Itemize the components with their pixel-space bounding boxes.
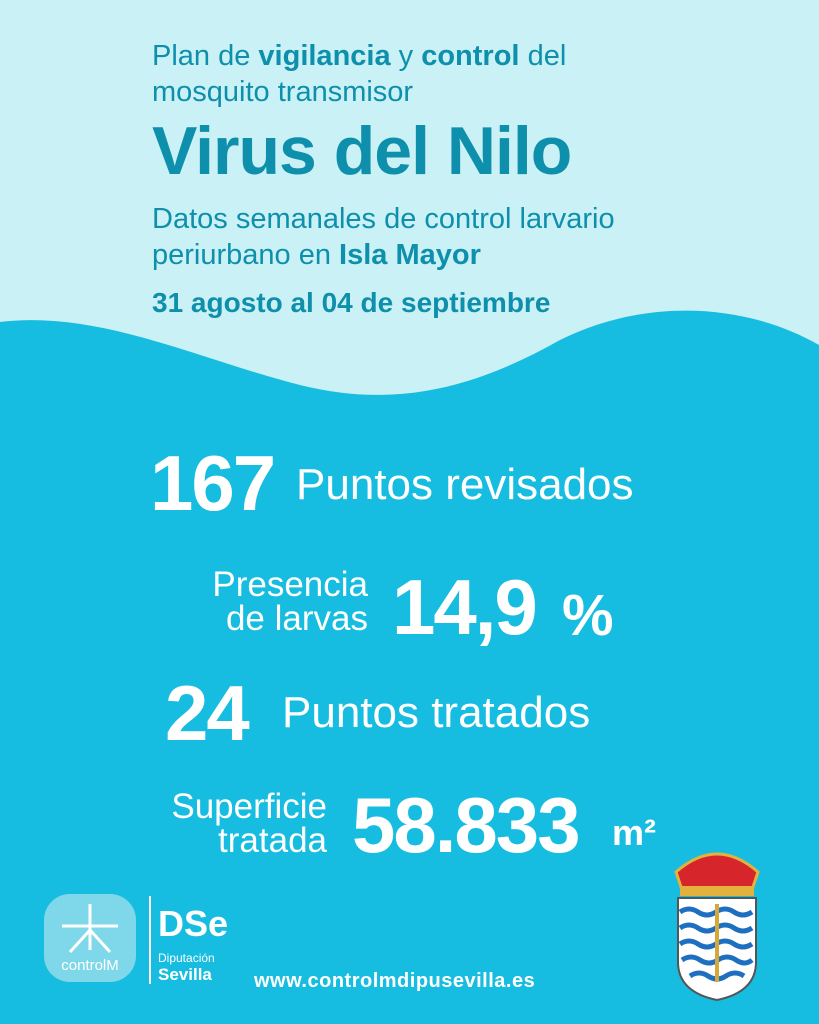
stat-label: Presencia de larvas xyxy=(212,565,368,638)
dse-mark: DSe xyxy=(158,903,228,944)
stat-label-line: de larvas xyxy=(225,599,368,638)
intro: mosquito transmisor xyxy=(152,76,414,108)
coat-of-arms xyxy=(674,852,760,1002)
logo-text: controlM xyxy=(61,957,119,974)
subtitle: Datos semanales de control larvario xyxy=(152,203,615,235)
stat-label-line: Presencia xyxy=(212,565,368,604)
dipu-logo: DSe Diputación Sevilla xyxy=(149,896,228,984)
stat-value: 14,9 xyxy=(392,563,538,651)
url[interactable]: www.controlmdipusevilla.es xyxy=(254,970,536,992)
wave xyxy=(0,0,819,395)
stat-value: 167 xyxy=(150,439,276,527)
logo-text: Diputación xyxy=(158,951,215,965)
logo-text: Sevilla xyxy=(158,965,212,984)
mosquito-icon xyxy=(62,904,118,954)
stat-unit: % xyxy=(562,583,614,648)
subtitle-line: periurbano en Isla Mayor xyxy=(152,239,481,272)
intro: control xyxy=(421,40,520,72)
stat-value: 24 xyxy=(165,669,250,757)
stat-value: 58.833 xyxy=(352,781,581,869)
crown-band xyxy=(680,886,754,896)
intro: Plan de xyxy=(152,40,251,72)
title: Virus del Nilo xyxy=(152,113,572,189)
subtitle: Isla Mayor xyxy=(339,239,481,271)
subtitle: periurbano en xyxy=(152,239,331,271)
controlm-logo: controlM xyxy=(44,894,136,982)
dates: 31 agosto al 04 de septiembre xyxy=(152,287,551,318)
stat-label: Superficie tratada xyxy=(171,787,327,860)
stat-label-line: tratada xyxy=(218,821,327,860)
crown xyxy=(674,852,760,892)
stat-unit: m² xyxy=(612,812,656,853)
intro: vigilancia xyxy=(258,40,391,72)
stat-label: Puntos revisados xyxy=(296,460,634,509)
intro-line: Plan de vigilancia y control del xyxy=(152,40,566,73)
intro: y xyxy=(398,40,414,72)
intro: del xyxy=(527,40,567,72)
stat-label-line: Superficie xyxy=(171,787,327,826)
stat-label: Puntos tratados xyxy=(282,688,591,737)
